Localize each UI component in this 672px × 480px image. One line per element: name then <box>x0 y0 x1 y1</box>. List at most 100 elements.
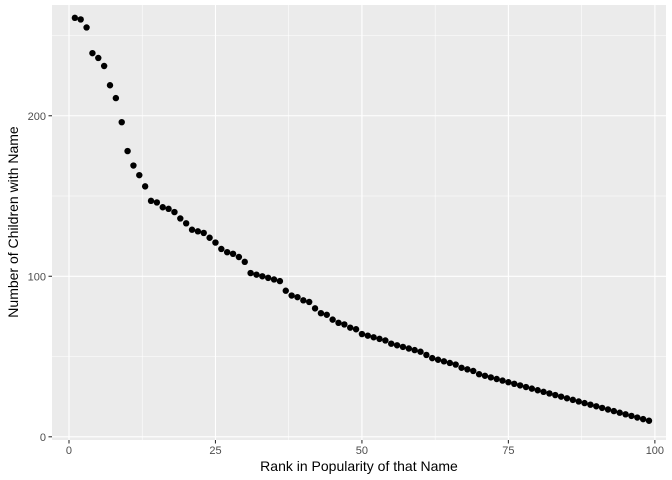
data-point <box>593 403 600 410</box>
data-point <box>182 220 190 227</box>
data-point <box>616 409 623 416</box>
data-point <box>83 24 90 31</box>
data-point <box>358 330 366 338</box>
data-point <box>388 340 395 347</box>
data-point <box>475 370 483 378</box>
x-tick-label: 0 <box>66 445 72 457</box>
data-point <box>136 171 143 179</box>
data-point <box>493 375 500 383</box>
data-point <box>505 379 512 386</box>
data-point <box>212 239 219 246</box>
data-point <box>481 372 489 379</box>
data-point <box>329 316 336 323</box>
data-point <box>581 399 588 407</box>
x-tick-label: 25 <box>209 445 221 457</box>
y-tick-label: 200 <box>28 111 46 123</box>
data-point <box>534 387 541 394</box>
data-points <box>71 14 653 424</box>
data-point <box>71 14 79 22</box>
data-point <box>259 273 266 280</box>
data-point <box>528 385 536 392</box>
data-point <box>628 412 635 420</box>
data-point <box>100 62 108 70</box>
data-point <box>552 391 559 399</box>
data-point <box>177 215 184 222</box>
data-point <box>540 388 547 396</box>
data-point <box>440 358 448 365</box>
data-point <box>300 297 307 304</box>
data-point <box>458 364 465 371</box>
data-point <box>253 271 260 278</box>
data-point <box>194 228 202 235</box>
data-point <box>376 335 383 343</box>
data-point <box>165 205 172 213</box>
y-tick-label: 0 <box>40 432 46 444</box>
data-point <box>294 293 301 301</box>
data-point <box>622 411 629 418</box>
data-point <box>370 334 377 341</box>
data-point <box>89 49 96 57</box>
data-point <box>223 248 231 256</box>
data-point <box>604 406 612 413</box>
data-point <box>264 274 272 282</box>
data-point <box>598 404 606 412</box>
data-point <box>347 324 354 331</box>
data-point <box>423 351 430 359</box>
data-point <box>311 305 319 312</box>
data-point <box>352 326 360 333</box>
y-axis-title: Number of Children with Name <box>5 126 21 318</box>
axis-ticks: 0 25 50 75 100 0 100 200 <box>28 111 664 457</box>
data-point <box>364 332 371 339</box>
data-point <box>247 269 254 277</box>
data-point <box>171 208 178 216</box>
data-point <box>306 298 313 306</box>
data-point <box>522 383 530 391</box>
data-point <box>634 414 641 421</box>
y-tick-label: 100 <box>28 271 46 283</box>
data-point <box>200 229 207 237</box>
data-point <box>639 415 647 423</box>
data-point <box>229 250 237 258</box>
data-point <box>587 401 594 408</box>
data-point <box>276 277 284 285</box>
grid-lines <box>52 5 666 440</box>
data-point <box>499 377 506 384</box>
data-point <box>206 234 213 241</box>
data-point <box>446 359 454 367</box>
data-point <box>557 393 565 400</box>
data-point <box>341 321 348 328</box>
data-point <box>429 354 436 362</box>
data-point <box>393 342 401 349</box>
data-point <box>335 319 342 327</box>
x-tick-label: 50 <box>356 445 368 457</box>
x-tick-label: 100 <box>646 445 664 457</box>
data-point <box>147 197 155 205</box>
data-point <box>106 82 114 89</box>
data-point <box>118 118 125 126</box>
x-axis-title: Rank in Popularity of that Name <box>260 458 458 474</box>
data-point <box>159 204 166 211</box>
data-point <box>399 343 407 351</box>
x-tick-label: 75 <box>502 445 514 457</box>
data-point <box>511 380 518 388</box>
data-point <box>645 417 653 424</box>
plot-panel <box>52 5 666 440</box>
data-point <box>464 366 471 373</box>
data-point <box>323 311 330 318</box>
data-point <box>77 16 84 23</box>
data-point <box>270 276 278 283</box>
data-point <box>405 345 412 352</box>
data-point <box>382 337 389 344</box>
data-point <box>563 395 571 402</box>
data-point <box>288 292 295 299</box>
data-point <box>95 54 102 62</box>
data-point <box>516 382 524 389</box>
data-point <box>470 367 477 375</box>
data-point <box>112 94 120 102</box>
data-point <box>417 348 424 355</box>
data-point <box>610 407 618 415</box>
data-point <box>188 226 196 233</box>
data-point <box>282 287 289 294</box>
data-point <box>411 346 418 354</box>
